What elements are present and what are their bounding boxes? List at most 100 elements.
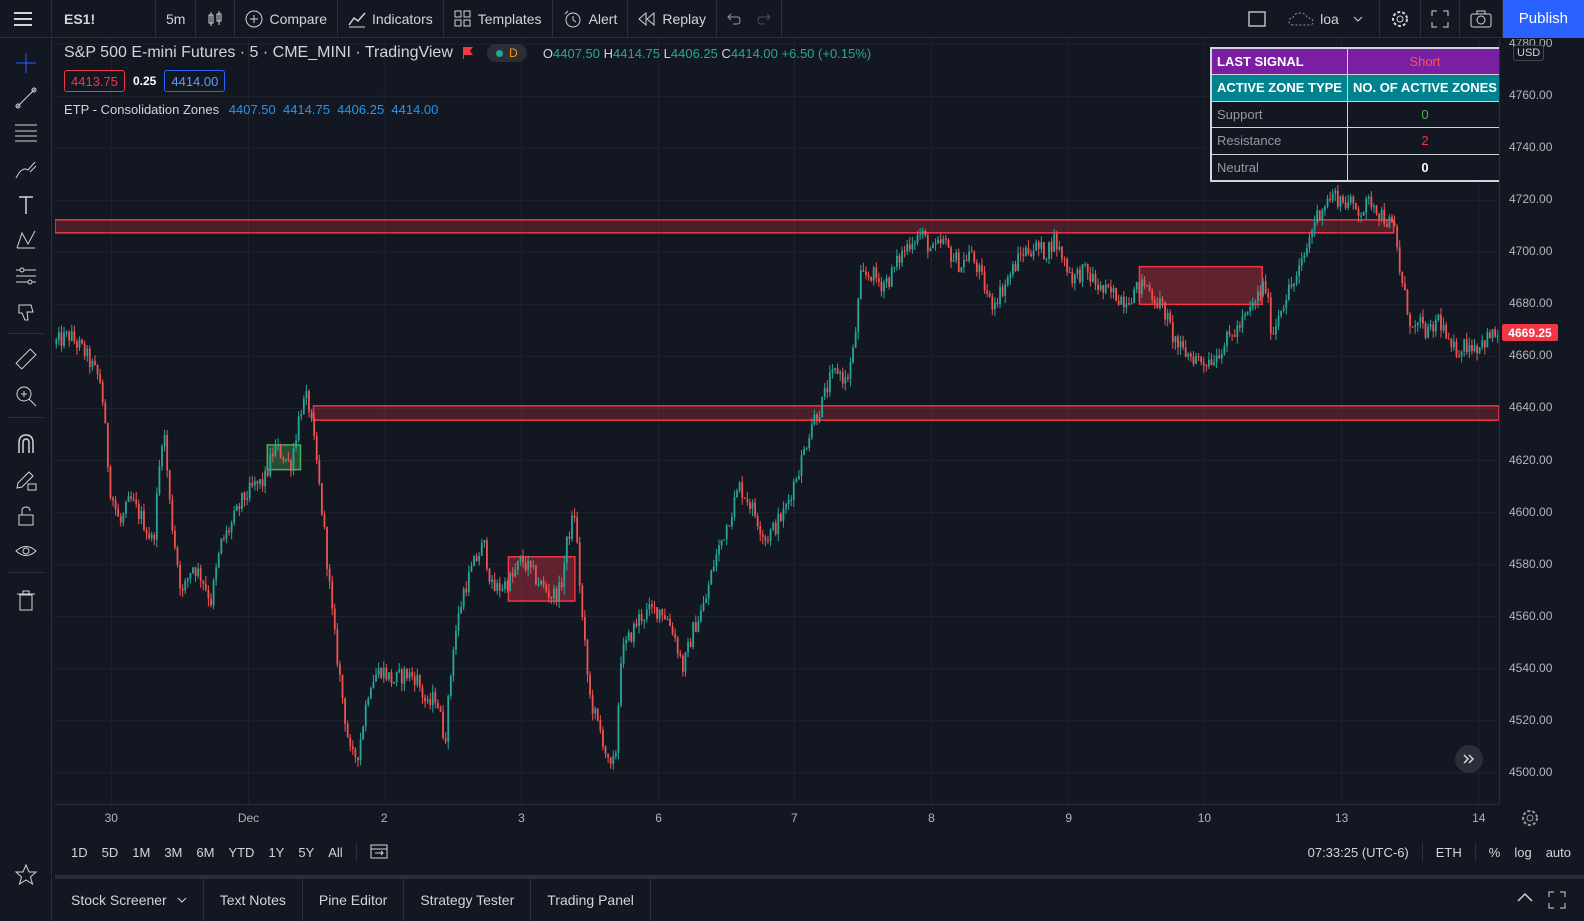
maximize-panel-icon[interactable] — [1548, 891, 1566, 909]
zoom-tool[interactable] — [12, 382, 40, 410]
layout-select-button[interactable] — [1236, 0, 1278, 38]
settings-button[interactable] — [1380, 0, 1421, 38]
price-tick: 4780.00 — [1509, 39, 1552, 50]
templates-button[interactable]: Templates — [444, 0, 553, 38]
clock-display[interactable]: 07:33:25 (UTC-6) — [1307, 844, 1409, 860]
range-button-5y[interactable]: 5Y — [298, 844, 315, 860]
tab-trading-panel[interactable]: Trading Panel — [531, 879, 651, 921]
scale-settings-gear-icon[interactable] — [1520, 808, 1540, 828]
candle — [803, 445, 805, 456]
chart-type-button[interactable] — [196, 0, 236, 38]
watchlist-star[interactable] — [12, 861, 40, 889]
resistance-zone[interactable] — [55, 219, 1395, 234]
range-button-6m[interactable]: 6M — [196, 844, 215, 860]
stay-in-drawing-mode[interactable] — [12, 466, 40, 494]
currency-select[interactable]: USD — [1513, 45, 1545, 61]
candle — [808, 433, 811, 452]
price-tick: 4520.00 — [1509, 712, 1553, 727]
auto-scale-toggle[interactable]: auto — [1545, 844, 1571, 860]
crosshair-tool[interactable] — [12, 49, 40, 77]
snapshot-button[interactable] — [1460, 0, 1503, 38]
candle — [798, 469, 800, 481]
candle — [916, 230, 919, 246]
candle — [777, 507, 780, 542]
text-tool[interactable] — [12, 191, 40, 219]
range-button-1d[interactable]: 1D — [71, 844, 88, 860]
resistance-zone[interactable] — [312, 405, 1499, 421]
flag-icon[interactable] — [462, 47, 473, 59]
candle — [1432, 320, 1435, 338]
candle — [1445, 322, 1448, 339]
scroll-to-realtime-button[interactable] — [1455, 745, 1483, 773]
magnet-tool[interactable] — [12, 430, 40, 458]
sell-button[interactable]: 4413.75 — [64, 70, 125, 92]
candle — [828, 365, 831, 397]
candle — [676, 635, 679, 659]
candle — [437, 699, 439, 709]
range-button-5d[interactable]: 5D — [101, 844, 119, 860]
tab-text-notes[interactable]: Text Notes — [204, 879, 303, 921]
range-button-1m[interactable]: 1M — [132, 844, 151, 860]
pattern-tool[interactable] — [12, 226, 40, 254]
candle — [1146, 284, 1148, 288]
goto-date-button[interactable] — [363, 843, 395, 862]
measure-tool[interactable] — [12, 345, 40, 373]
buy-button[interactable]: 4414.00 — [164, 70, 226, 92]
support-zone[interactable] — [266, 444, 302, 471]
symbol-title[interactable]: S&P 500 E-mini Futures · 5 · CME_MINI · … — [64, 44, 453, 61]
candle — [271, 447, 274, 463]
time-scale[interactable]: 30 Dec 2 3 6 7 8 9 10 13 14 — [55, 804, 1499, 832]
indicators-button[interactable]: Indicators — [338, 0, 444, 38]
compare-button[interactable]: Compare — [235, 0, 339, 38]
chevron-up-icon[interactable] — [1516, 891, 1534, 903]
range-button-3m[interactable]: 3M — [164, 844, 183, 860]
zone-label-support: Support — [1210, 100, 1348, 128]
price-scale[interactable]: 4780.00 4760.00 4740.00 4720.00 4700.00 4680.… — [1499, 39, 1584, 804]
range-button-all[interactable]: All — [328, 844, 343, 860]
tab-stock-screener[interactable]: Stock Screener — [55, 879, 204, 921]
low-label: L — [663, 45, 671, 61]
prediction-tool[interactable] — [12, 262, 40, 290]
candle — [55, 337, 58, 349]
fib-tool[interactable] — [12, 119, 40, 147]
publish-button[interactable]: Publish — [1502, 0, 1584, 38]
gear-icon — [1391, 10, 1408, 27]
percent-scale-toggle[interactable]: % — [1488, 844, 1501, 860]
interval-button[interactable]: 5m — [156, 0, 197, 38]
candle — [991, 293, 994, 315]
candle — [1066, 256, 1068, 276]
range-button-ytd[interactable]: YTD — [228, 844, 255, 860]
session-toggle[interactable]: ETH — [1435, 844, 1462, 860]
menu-button[interactable] — [0, 0, 52, 38]
candle — [1293, 282, 1295, 292]
chart-pane[interactable] — [55, 39, 1499, 804]
trade-buttons: 4413.75 0.25 4414.00 — [64, 70, 226, 92]
tab-pine-editor[interactable]: Pine Editor — [303, 879, 405, 921]
replay-button[interactable]: Replay — [628, 0, 717, 38]
alert-button[interactable]: Alert — [553, 0, 629, 38]
icon-tool[interactable] — [12, 299, 40, 327]
tab-strategy-tester[interactable]: Strategy Tester — [404, 879, 532, 921]
market-status-badge[interactable]: D — [486, 44, 527, 62]
layout-name-button[interactable]: loa — [1278, 0, 1380, 38]
candle — [132, 493, 135, 502]
brush-tool[interactable] — [12, 156, 40, 184]
symbol-search[interactable]: ES1! — [52, 0, 156, 38]
fullscreen-button[interactable] — [1421, 0, 1460, 38]
candle — [1367, 194, 1370, 205]
lock-drawings[interactable] — [12, 502, 40, 530]
remove-drawings[interactable] — [12, 586, 40, 614]
indicator-legend[interactable]: ETP - Consolidation Zones 4407.50 4414.7… — [64, 102, 438, 117]
redo-button[interactable] — [749, 0, 782, 38]
trend-line-tool[interactable] — [12, 84, 40, 112]
candle — [248, 476, 251, 503]
price-chart[interactable] — [55, 39, 1499, 804]
range-button-1y[interactable]: 1Y — [268, 844, 285, 860]
candle — [826, 380, 829, 399]
resistance-zone[interactable] — [1138, 265, 1263, 306]
candle — [199, 564, 202, 588]
candle — [767, 535, 769, 544]
undo-button[interactable] — [717, 0, 749, 38]
log-scale-toggle[interactable]: log — [1514, 844, 1532, 860]
hide-drawings[interactable] — [12, 537, 40, 565]
